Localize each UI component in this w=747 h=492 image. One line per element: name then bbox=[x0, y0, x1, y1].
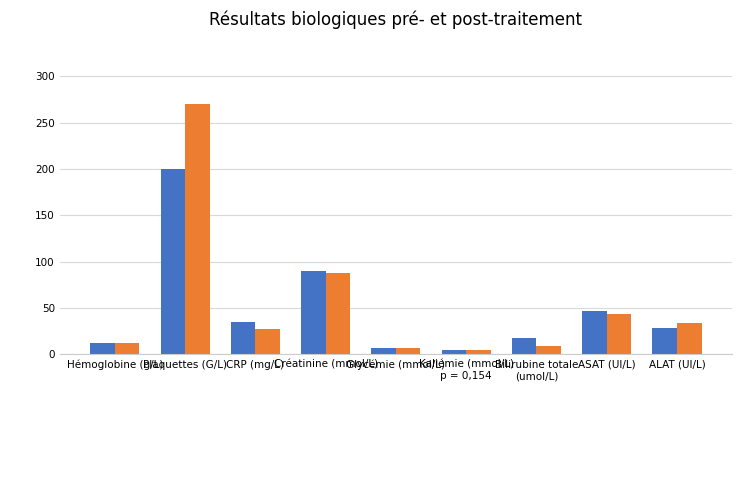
Bar bbox=[677, 323, 701, 354]
Bar bbox=[326, 273, 350, 354]
Bar bbox=[255, 329, 280, 354]
Bar bbox=[115, 343, 140, 354]
Bar bbox=[536, 346, 561, 354]
Bar bbox=[582, 311, 607, 354]
Bar bbox=[512, 338, 536, 354]
Bar bbox=[161, 169, 185, 354]
Bar bbox=[652, 328, 677, 354]
Bar bbox=[301, 271, 326, 354]
Legend: Pré-traitement, Post-traitement: Pré-traitement, Post-traitement bbox=[259, 489, 533, 492]
Bar bbox=[185, 104, 210, 354]
Bar bbox=[371, 348, 396, 354]
Title: Résultats biologiques pré- et post-traitement: Résultats biologiques pré- et post-trait… bbox=[209, 11, 583, 30]
Bar bbox=[231, 322, 255, 354]
Bar bbox=[396, 348, 421, 354]
Bar bbox=[607, 314, 631, 354]
Bar bbox=[90, 343, 115, 354]
Bar bbox=[466, 350, 491, 354]
Bar bbox=[441, 350, 466, 354]
